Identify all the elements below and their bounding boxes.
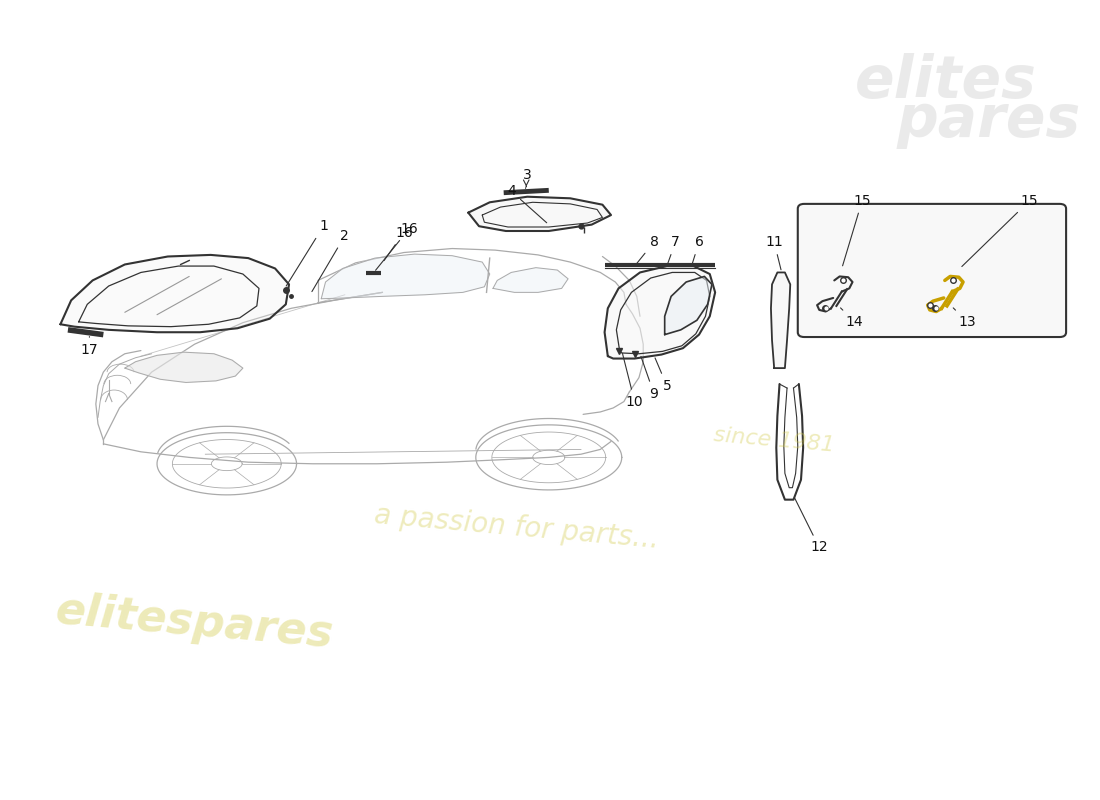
Polygon shape bbox=[771, 273, 790, 368]
Text: 4: 4 bbox=[507, 184, 547, 222]
Text: 17: 17 bbox=[80, 337, 98, 357]
Text: 16: 16 bbox=[375, 222, 418, 270]
Polygon shape bbox=[60, 255, 289, 332]
Text: 11: 11 bbox=[766, 235, 783, 270]
Text: 15: 15 bbox=[961, 194, 1038, 266]
Text: 9: 9 bbox=[641, 356, 659, 401]
Text: 1: 1 bbox=[286, 219, 328, 286]
Text: 7: 7 bbox=[668, 235, 680, 263]
Text: 6: 6 bbox=[692, 235, 704, 263]
Text: a passion for parts...: a passion for parts... bbox=[373, 501, 660, 554]
Text: 10: 10 bbox=[623, 354, 643, 409]
Text: 12: 12 bbox=[794, 498, 828, 554]
FancyBboxPatch shape bbox=[798, 204, 1066, 337]
Polygon shape bbox=[321, 254, 490, 298]
Polygon shape bbox=[469, 197, 610, 231]
Text: 14: 14 bbox=[840, 308, 864, 329]
Text: since 1981: since 1981 bbox=[713, 425, 836, 455]
Text: 13: 13 bbox=[954, 308, 976, 329]
Polygon shape bbox=[124, 352, 243, 382]
Polygon shape bbox=[664, 277, 712, 334]
Text: 16: 16 bbox=[384, 226, 412, 261]
Text: 8: 8 bbox=[637, 235, 659, 264]
Text: elitespares: elitespares bbox=[54, 590, 336, 657]
Polygon shape bbox=[493, 268, 568, 292]
Text: 15: 15 bbox=[843, 194, 871, 266]
Text: pares: pares bbox=[896, 93, 1081, 150]
Text: elites: elites bbox=[855, 53, 1037, 110]
Polygon shape bbox=[605, 266, 715, 358]
Text: 3: 3 bbox=[522, 168, 531, 188]
Text: 5: 5 bbox=[654, 358, 671, 393]
Text: 2: 2 bbox=[312, 229, 349, 291]
